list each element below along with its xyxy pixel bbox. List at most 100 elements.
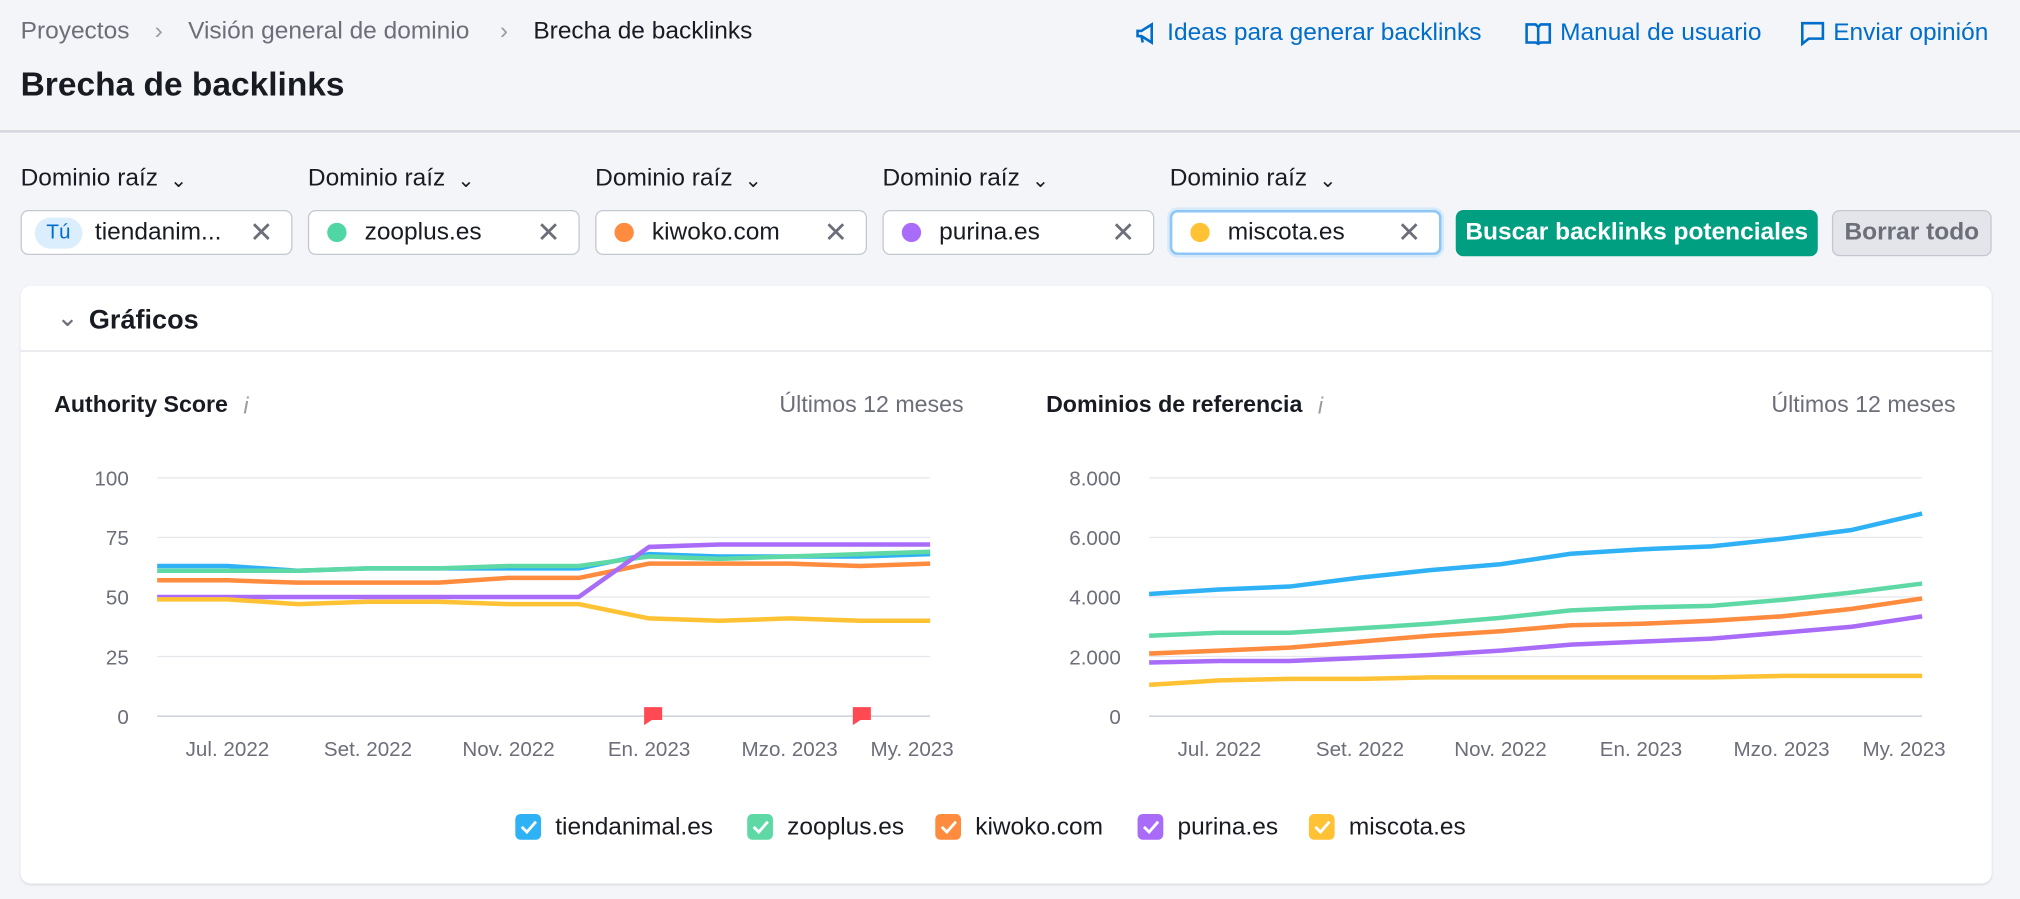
filter-label: Dominio raíz — [307, 164, 446, 192]
y-tick-label: 100 — [94, 468, 128, 491]
dropdown-arrow: ⌄ — [170, 170, 188, 192]
period: Últimos 12 meses — [1771, 391, 1955, 417]
filter-label: Dominio raíz — [20, 164, 159, 192]
clear-icon[interactable]: ✕ — [1397, 215, 1421, 248]
clear-icon[interactable]: ✕ — [536, 215, 561, 248]
series-line — [157, 542, 931, 600]
filter-label: Dominio raíz — [595, 164, 733, 192]
link-text: Enviar opinión — [1833, 19, 1989, 47]
series-line — [157, 597, 931, 624]
event-flag — [644, 707, 663, 726]
info-icon: i — [1318, 392, 1324, 418]
legend-check — [520, 820, 537, 835]
series-line — [1149, 614, 1923, 665]
megaphone-icon — [1136, 22, 1154, 45]
legend-checkbox — [935, 813, 962, 840]
collapse-icon[interactable]: ⌄ — [56, 303, 79, 333]
period: Últimos 12 meses — [779, 391, 963, 417]
x-tick-label: Nov. 2022 — [1454, 738, 1546, 761]
series-line — [1148, 511, 1923, 597]
legend-check — [940, 820, 957, 835]
dropdown-arrow: ⌄ — [1319, 170, 1337, 192]
legend-check — [1142, 820, 1160, 835]
link[interactable]: Enviar opinión — [1800, 19, 1989, 47]
dropdown-arrow: ⌄ — [457, 170, 475, 192]
y-tick-label: 75 — [106, 527, 129, 550]
series-line — [1148, 673, 1923, 688]
x-tick-label: Set. 2022 — [1316, 738, 1404, 761]
domain-input[interactable]: Tú tiendanim... ✕ — [20, 209, 293, 256]
legend-label[interactable]: miscota.es — [1349, 814, 1466, 841]
book-icon — [1525, 23, 1552, 46]
legend-label[interactable]: kiwoko.com — [975, 814, 1103, 841]
filter-label: Dominio raíz — [1169, 164, 1308, 192]
clear-icon[interactable]: ✕ — [823, 215, 848, 248]
section-title[interactable]: Gráficos — [88, 305, 199, 335]
domain-text: tiendanim... — [94, 218, 222, 246]
domain-text: miscota.es — [1227, 218, 1345, 246]
x-tick-label: Mzo. 2023 — [1733, 738, 1829, 761]
domain-input[interactable]: purina.es ✕ — [882, 209, 1155, 256]
color-dot — [1190, 222, 1210, 243]
series-line — [157, 561, 931, 585]
domain-input[interactable]: kiwoko.com ✕ — [595, 209, 868, 256]
legend-checkbox — [747, 813, 773, 840]
separator: › — [499, 18, 509, 46]
chat-icon — [1801, 21, 1825, 47]
divider — [20, 350, 1992, 352]
search-button[interactable]: Buscar backlinks potenciales — [1455, 209, 1818, 257]
breadcrumb: Brecha de backlinks — [533, 18, 753, 46]
breadcrumb[interactable]: Visión general de dominio — [188, 18, 470, 46]
clear-icon[interactable]: ✕ — [1111, 215, 1135, 248]
link-text: Manual de usuario — [1560, 19, 1762, 47]
legend-label[interactable]: purina.es — [1177, 814, 1278, 841]
link[interactable]: Ideas para generar backlinks — [1134, 19, 1482, 47]
breadcrumb[interactable]: Proyectos — [20, 18, 130, 46]
legend-checkbox — [1308, 813, 1335, 840]
x-tick-label: My. 2023 — [1862, 738, 1945, 761]
y-tick-label: 4.000 — [1069, 587, 1121, 610]
domain-text: zooplus.es — [364, 218, 482, 246]
legend-checkbox — [515, 813, 542, 840]
clear-button[interactable]: Borrar todo — [1831, 209, 1992, 257]
y-tick-label: 25 — [106, 646, 129, 669]
legend-checkbox — [1137, 813, 1164, 840]
series-line — [157, 549, 931, 574]
divider — [0, 130, 2020, 133]
legend-check — [752, 820, 769, 835]
link[interactable]: Manual de usuario — [1524, 19, 1761, 47]
y-tick-label: 50 — [106, 587, 129, 610]
info-icon: i — [243, 392, 249, 418]
badge: Tú — [34, 217, 83, 248]
y-tick-label: 6.000 — [1069, 527, 1121, 550]
x-tick-label: En. 2023 — [1600, 738, 1682, 761]
separator: › — [154, 18, 163, 46]
chart-title: Dominios de referencia — [1046, 391, 1303, 417]
color-dot — [614, 222, 634, 243]
clear-icon[interactable]: ✕ — [249, 215, 274, 248]
link-text: Ideas para generar backlinks — [1167, 19, 1482, 47]
filter-label: Dominio raíz — [882, 164, 1020, 192]
y-tick-label: 8.000 — [1069, 468, 1121, 491]
x-tick-label: Mzo. 2023 — [742, 738, 838, 761]
legend-label[interactable]: tiendanimal.es — [555, 814, 713, 841]
legend-check — [1314, 820, 1331, 835]
domain-input[interactable]: miscota.es ✕ — [1169, 209, 1442, 256]
legend-label[interactable]: zooplus.es — [787, 814, 904, 841]
x-tick-label: Set. 2022 — [324, 738, 412, 761]
color-dot — [327, 222, 347, 243]
x-tick-label: Jul. 2022 — [1178, 738, 1262, 761]
x-tick-label: Nov. 2022 — [462, 738, 554, 761]
domain-text: kiwoko.com — [651, 218, 780, 246]
y-tick-label: 0 — [1109, 706, 1120, 729]
domain-input[interactable]: zooplus.es ✕ — [307, 209, 580, 256]
series-line — [1149, 581, 1923, 638]
x-tick-label: My. 2023 — [870, 738, 953, 761]
y-tick-label: 0 — [117, 706, 128, 729]
y-tick-label: 2.000 — [1069, 646, 1121, 669]
dropdown-arrow: ⌄ — [1031, 170, 1050, 192]
page-title: Brecha de backlinks — [20, 64, 345, 104]
